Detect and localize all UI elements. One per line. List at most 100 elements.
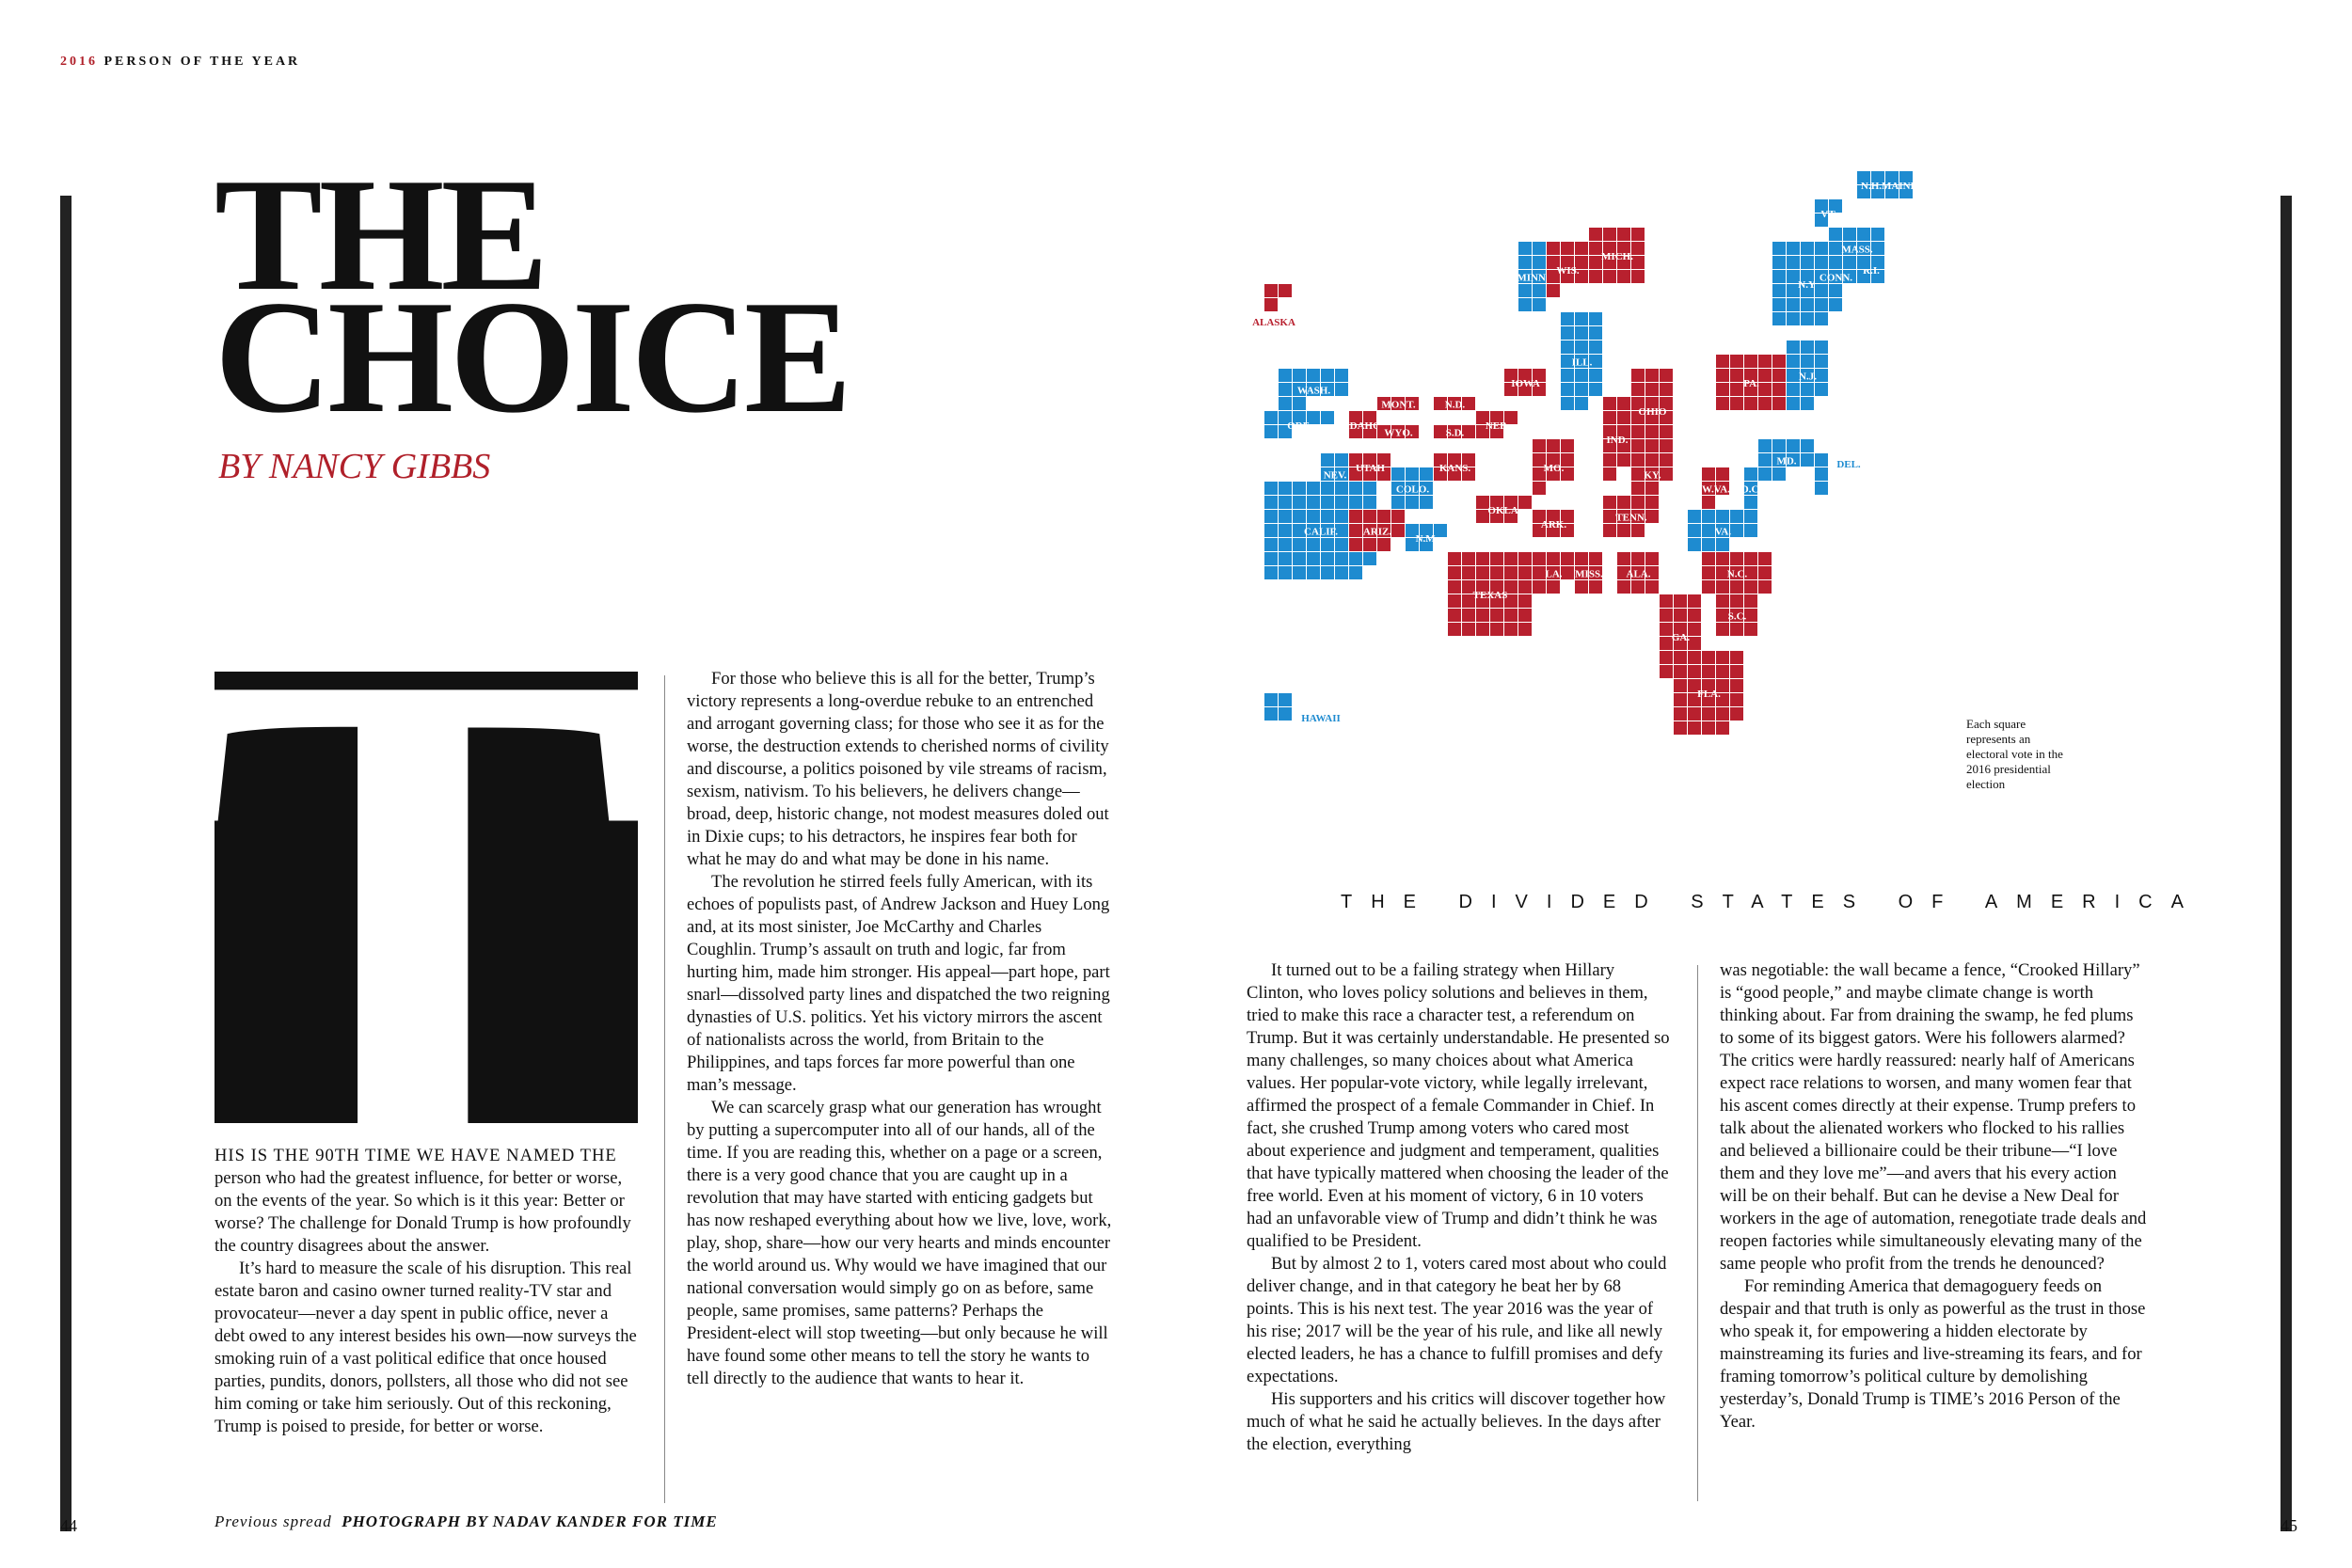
electoral-square <box>1349 453 1362 467</box>
electoral-square <box>1518 609 1532 622</box>
electoral-square <box>1349 538 1362 551</box>
electoral-square <box>1321 411 1334 424</box>
state-label: MINN. <box>1517 273 1549 284</box>
electoral-square <box>1547 580 1560 594</box>
electoral-square <box>1716 693 1729 706</box>
state-ind: IND. <box>1603 397 1630 481</box>
electoral-square <box>1801 270 1814 283</box>
electoral-square <box>1674 651 1687 664</box>
electoral-square <box>1335 383 1348 396</box>
electoral-square <box>1787 453 1800 467</box>
electoral-square <box>1462 594 1475 608</box>
electoral-square <box>1730 552 1743 565</box>
electoral-square <box>1335 510 1348 523</box>
electoral-square <box>1533 383 1546 396</box>
column-divider <box>664 675 665 1503</box>
electoral-square <box>1561 453 1574 467</box>
state-label: ALA. <box>1627 569 1651 580</box>
state-label: MONT. <box>1381 400 1415 411</box>
electoral-square <box>1391 397 1405 410</box>
electoral-square <box>1561 510 1574 523</box>
electoral-square <box>1829 256 1842 269</box>
electoral-square <box>1561 341 1574 354</box>
electoral-square <box>1801 439 1814 452</box>
electoral-square <box>1603 242 1616 255</box>
state-dc: D.C. <box>1741 467 1761 509</box>
electoral-square <box>1688 524 1701 537</box>
electoral-square <box>1730 679 1743 692</box>
electoral-square <box>1758 467 1772 481</box>
electoral-square <box>1279 383 1292 396</box>
electoral-square <box>1420 524 1433 537</box>
electoral-square <box>1603 411 1616 424</box>
electoral-square <box>1335 524 1348 537</box>
state-label: CONN. <box>1820 273 1852 284</box>
electoral-square <box>1406 538 1419 551</box>
electoral-square <box>1716 383 1729 396</box>
electoral-square <box>1815 284 1828 297</box>
byline: BY NANCY GIBBS <box>218 447 491 486</box>
electoral-square <box>1349 566 1362 579</box>
electoral-square <box>1716 524 1729 537</box>
electoral-square <box>1688 623 1701 636</box>
drop-cap: T <box>215 672 638 1123</box>
electoral-square <box>1758 580 1772 594</box>
electoral-square <box>1631 496 1645 509</box>
electoral-square <box>1730 651 1743 664</box>
electoral-square <box>1716 679 1729 692</box>
electoral-square <box>1758 355 1772 368</box>
electoral-square <box>1547 439 1560 452</box>
electoral-square <box>1617 510 1630 523</box>
electoral-square <box>1631 369 1645 382</box>
electoral-square <box>1730 510 1743 523</box>
electoral-square <box>1504 580 1518 594</box>
electoral-square <box>1815 298 1828 311</box>
left-vertical-rule <box>60 196 72 1531</box>
state-label: MD. <box>1776 456 1796 467</box>
electoral-square <box>1264 482 1278 495</box>
electoral-square <box>1264 538 1278 551</box>
state-label: LA. <box>1545 569 1562 580</box>
electoral-square <box>1716 510 1729 523</box>
electoral-square <box>1716 552 1729 565</box>
electoral-square <box>1645 552 1659 565</box>
electoral-square <box>1321 467 1334 481</box>
electoral-square <box>1279 524 1292 537</box>
electoral-square <box>1293 510 1306 523</box>
electoral-square <box>1772 284 1786 297</box>
electoral-square <box>1561 467 1574 481</box>
electoral-square <box>1674 637 1687 650</box>
electoral-square <box>1716 467 1729 481</box>
electoral-square <box>1504 552 1518 565</box>
state-label: OHIO <box>1639 406 1667 418</box>
electoral-square <box>1490 496 1503 509</box>
electoral-square <box>1533 524 1546 537</box>
electoral-square <box>1561 552 1574 565</box>
electoral-square <box>1730 623 1743 636</box>
electoral-square <box>1617 270 1630 283</box>
electoral-square <box>1688 538 1701 551</box>
state-wyo: WYO. <box>1377 425 1419 439</box>
paragraph: His supporters and his critics will disc… <box>1247 1389 1666 1454</box>
electoral-square <box>1420 538 1433 551</box>
electoral-square <box>1660 594 1673 608</box>
electoral-square <box>1758 566 1772 579</box>
state-maine: MAINE <box>1882 171 1917 198</box>
state-nh: N.H. <box>1857 171 1884 198</box>
electoral-square <box>1476 496 1489 509</box>
electoral-square <box>1293 397 1306 410</box>
electoral-square <box>1674 679 1687 692</box>
electoral-square <box>1702 651 1715 664</box>
state-mont: MONT. <box>1377 397 1419 411</box>
electoral-square <box>1631 524 1645 537</box>
electoral-square <box>1801 341 1814 354</box>
electoral-square <box>1561 524 1574 537</box>
state-md: MD. <box>1758 439 1814 481</box>
state-nd: N.D. <box>1434 397 1475 411</box>
electoral-square <box>1617 397 1630 410</box>
electoral-square <box>1293 538 1306 551</box>
state-vt: VT. <box>1815 199 1842 227</box>
electoral-square <box>1787 298 1800 311</box>
electoral-square <box>1335 566 1348 579</box>
electoral-square <box>1561 270 1574 283</box>
